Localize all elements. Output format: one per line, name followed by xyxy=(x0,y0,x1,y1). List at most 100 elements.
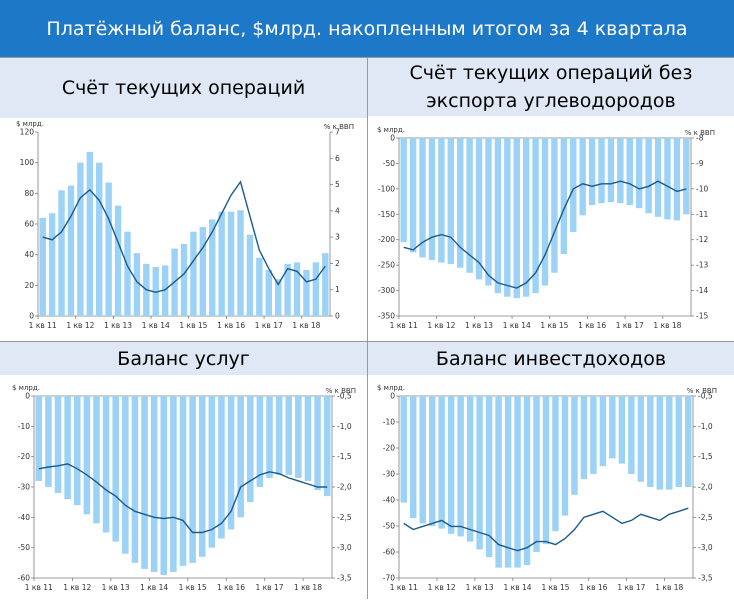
panel-current-account: Счёт текущих операций $ млрд.% к ВВП 0 20 4… xyxy=(0,58,367,341)
bar xyxy=(400,138,407,243)
y-right-tick-label: -3,5 xyxy=(698,574,713,583)
bar xyxy=(86,151,94,316)
bar xyxy=(457,138,464,268)
bar xyxy=(647,396,654,487)
x-tick-label: 1 кв 11 xyxy=(390,321,418,330)
bar xyxy=(447,138,455,265)
bar xyxy=(303,270,310,316)
bar xyxy=(293,262,301,316)
panel-title: Баланс услуг xyxy=(0,342,367,375)
bar xyxy=(409,138,417,253)
y-right-tick-label: 6 xyxy=(335,154,340,163)
y-right-tick-label: -2,5 xyxy=(337,513,352,522)
y-right-tick-label: -2,5 xyxy=(698,513,713,522)
bar xyxy=(514,396,521,568)
x-tick-label: 1 кв 12 xyxy=(428,583,456,592)
x-tick-label: 1 кв 13 xyxy=(465,321,493,330)
bar xyxy=(438,396,445,529)
y-left-tick-label: -50 xyxy=(383,159,395,168)
y-left-tick-label: 0 xyxy=(390,134,395,143)
bar xyxy=(227,396,235,530)
bar xyxy=(419,396,426,524)
y-left-tick-label: -70 xyxy=(383,574,395,583)
bar xyxy=(570,138,577,233)
y-left-tick-label: -10 xyxy=(18,422,30,431)
y-left-tick-label: -250 xyxy=(378,261,395,270)
x-tick-label: 1 кв 16 xyxy=(217,321,245,330)
bar xyxy=(645,138,652,214)
bar xyxy=(551,138,558,273)
bar xyxy=(475,138,483,280)
bar xyxy=(683,138,690,215)
y-left-tick-label: 0 xyxy=(29,312,34,321)
bar xyxy=(274,279,282,316)
x-tick-label: 1 кв 17 xyxy=(255,583,283,592)
bar xyxy=(161,265,169,316)
bar xyxy=(39,217,46,316)
bar xyxy=(285,396,293,475)
bar xyxy=(73,396,81,506)
panel-investment-income-balance: Баланс инвестдоходов $ млрд. % к ВВП 0 -10 -… xyxy=(368,342,734,599)
bar xyxy=(618,396,626,464)
bar xyxy=(494,138,502,294)
x-tick-label: 1 кв 17 xyxy=(617,583,645,592)
bar xyxy=(102,396,110,533)
y-right-tick-label: 3 xyxy=(335,233,340,242)
y-right-tick-label: -9 xyxy=(696,159,704,168)
bar xyxy=(322,253,329,316)
x-tick-label: 1 кв 15 xyxy=(541,583,569,592)
bar xyxy=(571,396,578,495)
y-right-tick-label: -1,0 xyxy=(698,422,713,431)
bar xyxy=(522,138,530,297)
bar xyxy=(495,396,502,568)
panel-services-balance: Баланс услуг $ млрд. % к ВВП 0 -10 -20 -30 -40… xyxy=(0,342,367,599)
chart-current-account-ex-hydrocarbons: $ млрд. % к ВВП 0 -50 -100 -150 -200 -250 -300 -3… xyxy=(377,126,715,330)
x-tick-label: 1 кв 13 xyxy=(104,321,132,330)
bar xyxy=(428,396,436,526)
x-tick-label: 1 кв 17 xyxy=(616,321,644,330)
y-left-tick-label: -30 xyxy=(383,470,395,479)
y-right-tick-label: -3,0 xyxy=(698,543,713,552)
y-right-axis-label: % к ВВП xyxy=(324,123,354,131)
y-left-tick-label: -20 xyxy=(383,444,395,453)
bar xyxy=(598,138,605,204)
series-line xyxy=(42,180,326,294)
bar xyxy=(609,396,616,459)
y-right-tick-label: -1,5 xyxy=(698,452,713,461)
panel-title: Счёт текущих операций xyxy=(0,58,367,118)
x-tick-label: 1 кв 14 xyxy=(142,321,170,330)
bar xyxy=(400,396,407,503)
y-left-tick-label: -300 xyxy=(378,286,395,295)
bar xyxy=(542,396,550,545)
bar xyxy=(179,396,187,566)
y-right-axis-label: % к ВВП xyxy=(326,387,356,395)
y-right-tick-label: -13 xyxy=(696,261,708,270)
bar xyxy=(266,396,273,478)
bar xyxy=(180,243,188,316)
bar xyxy=(675,396,682,487)
bar xyxy=(64,396,71,500)
y-right-tick-label: -2,0 xyxy=(337,483,352,492)
series-line xyxy=(403,507,689,552)
y-left-tick-label: -10 xyxy=(383,418,395,427)
x-tick-label: 1 кв 11 xyxy=(390,583,418,592)
bar xyxy=(304,396,312,481)
bar xyxy=(560,138,568,254)
bar xyxy=(323,396,331,497)
y-right-tick-label: -8 xyxy=(696,134,704,143)
bar xyxy=(96,162,103,316)
bar xyxy=(256,257,263,316)
chart-investment-income-balance: $ млрд. % к ВВП 0 -10 -20 -30 -40 -50 -60 -70 -0,5… xyxy=(377,384,717,592)
x-tick-label: 1 кв 18 xyxy=(653,321,681,330)
bar xyxy=(218,211,225,316)
bar xyxy=(237,210,244,316)
chart-services-balance: $ млрд. % к ВВП 0 -10 -20 -30 -40 -50 -60 -0,5 -1,… xyxy=(12,384,356,592)
bar xyxy=(256,396,264,487)
bar xyxy=(199,227,207,316)
bar xyxy=(685,396,692,487)
x-tick-label: 1 кв 11 xyxy=(25,583,53,592)
bar xyxy=(635,138,643,209)
y-right-tick-label: -14 xyxy=(696,286,708,295)
x-tick-label: 1 кв 17 xyxy=(255,321,283,330)
y-left-tick-label: 0 xyxy=(25,392,30,401)
